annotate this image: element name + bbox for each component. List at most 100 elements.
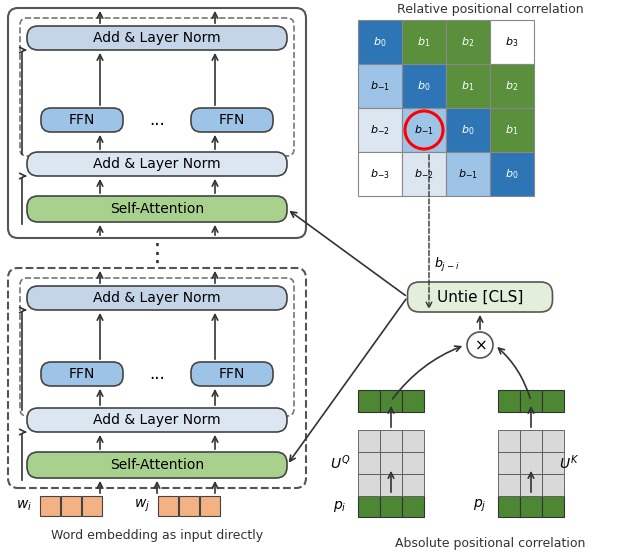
FancyBboxPatch shape bbox=[8, 268, 306, 488]
Text: $b_{-2}$: $b_{-2}$ bbox=[370, 123, 390, 137]
Bar bbox=[402, 452, 424, 474]
Bar bbox=[490, 152, 534, 196]
Text: $b_0$: $b_0$ bbox=[373, 35, 387, 49]
Text: $U^K$: $U^K$ bbox=[559, 453, 579, 472]
Bar bbox=[358, 474, 380, 496]
Bar bbox=[402, 64, 446, 108]
Text: $b_0$: $b_0$ bbox=[417, 79, 431, 93]
Text: $p_i$: $p_i$ bbox=[333, 498, 347, 514]
Text: $b_1$: $b_1$ bbox=[506, 123, 518, 137]
Bar bbox=[402, 390, 424, 412]
Bar bbox=[200, 496, 220, 516]
Text: FFN: FFN bbox=[69, 367, 95, 381]
Text: ...: ... bbox=[149, 365, 165, 383]
FancyBboxPatch shape bbox=[408, 282, 552, 312]
Text: Add & Layer Norm: Add & Layer Norm bbox=[93, 291, 221, 305]
Text: FFN: FFN bbox=[69, 113, 95, 127]
Bar bbox=[446, 152, 490, 196]
FancyBboxPatch shape bbox=[27, 408, 287, 432]
Text: $b_2$: $b_2$ bbox=[461, 35, 475, 49]
Bar bbox=[358, 20, 402, 64]
FancyBboxPatch shape bbox=[8, 8, 306, 238]
Text: $b_{-1}$: $b_{-1}$ bbox=[414, 123, 434, 137]
Bar bbox=[158, 496, 178, 516]
Bar bbox=[520, 390, 542, 412]
Text: $w_j$: $w_j$ bbox=[134, 498, 150, 514]
Text: $b_0$: $b_0$ bbox=[506, 167, 518, 181]
Bar bbox=[490, 64, 534, 108]
Bar bbox=[380, 430, 402, 452]
FancyBboxPatch shape bbox=[191, 362, 273, 386]
FancyBboxPatch shape bbox=[41, 108, 123, 132]
FancyBboxPatch shape bbox=[27, 152, 287, 176]
FancyBboxPatch shape bbox=[20, 18, 294, 156]
FancyBboxPatch shape bbox=[27, 196, 287, 222]
Bar bbox=[380, 390, 402, 412]
Text: $b_{-2}$: $b_{-2}$ bbox=[414, 167, 434, 181]
Text: $b_{j-i}$: $b_{j-i}$ bbox=[435, 256, 460, 274]
Text: $b_{-1}$: $b_{-1}$ bbox=[370, 79, 390, 93]
Bar bbox=[520, 452, 542, 474]
Bar bbox=[490, 108, 534, 152]
Text: FFN: FFN bbox=[219, 113, 245, 127]
Text: $w_i$: $w_i$ bbox=[16, 499, 32, 513]
Bar bbox=[402, 430, 424, 452]
Bar bbox=[179, 496, 199, 516]
FancyBboxPatch shape bbox=[27, 26, 287, 50]
FancyBboxPatch shape bbox=[27, 452, 287, 478]
Bar bbox=[40, 496, 60, 516]
Text: $U^Q$: $U^Q$ bbox=[330, 453, 350, 472]
Bar bbox=[520, 430, 542, 452]
Bar bbox=[498, 390, 520, 412]
Text: ...: ... bbox=[149, 111, 165, 129]
Bar bbox=[358, 430, 380, 452]
Text: Add & Layer Norm: Add & Layer Norm bbox=[93, 31, 221, 45]
Text: Self-Attention: Self-Attention bbox=[110, 458, 204, 472]
Text: $b_2$: $b_2$ bbox=[506, 79, 518, 93]
Bar bbox=[358, 108, 402, 152]
Bar bbox=[498, 430, 520, 452]
Text: $b_1$: $b_1$ bbox=[417, 35, 431, 49]
Bar bbox=[520, 495, 542, 517]
Bar bbox=[446, 20, 490, 64]
FancyBboxPatch shape bbox=[41, 362, 123, 386]
Bar bbox=[542, 495, 564, 517]
Bar bbox=[402, 474, 424, 496]
Bar bbox=[542, 390, 564, 412]
Text: $b_0$: $b_0$ bbox=[461, 123, 475, 137]
Bar bbox=[520, 474, 542, 496]
Bar bbox=[358, 452, 380, 474]
FancyBboxPatch shape bbox=[20, 278, 294, 416]
Bar bbox=[498, 474, 520, 496]
Bar bbox=[380, 474, 402, 496]
Text: $\times$: $\times$ bbox=[474, 337, 486, 352]
Bar bbox=[446, 108, 490, 152]
Bar bbox=[542, 474, 564, 496]
Bar bbox=[402, 108, 446, 152]
Bar bbox=[498, 452, 520, 474]
Circle shape bbox=[467, 332, 493, 358]
Bar bbox=[402, 152, 446, 196]
Bar bbox=[542, 452, 564, 474]
Bar bbox=[61, 496, 81, 516]
Bar bbox=[358, 390, 380, 412]
Bar bbox=[380, 452, 402, 474]
Bar bbox=[498, 495, 520, 517]
Bar bbox=[82, 496, 102, 516]
Text: Relative positional correlation: Relative positional correlation bbox=[397, 3, 583, 17]
Bar bbox=[542, 430, 564, 452]
Bar bbox=[380, 495, 402, 517]
Bar bbox=[358, 64, 402, 108]
Text: $p_j$: $p_j$ bbox=[473, 498, 487, 514]
Text: FFN: FFN bbox=[219, 367, 245, 381]
Text: Word embedding as input directly: Word embedding as input directly bbox=[51, 529, 263, 541]
Bar bbox=[490, 20, 534, 64]
Bar bbox=[358, 495, 380, 517]
Text: $b_{-3}$: $b_{-3}$ bbox=[370, 167, 390, 181]
Bar bbox=[358, 152, 402, 196]
Text: $b_{-1}$: $b_{-1}$ bbox=[458, 167, 478, 181]
Text: $b_1$: $b_1$ bbox=[461, 79, 475, 93]
Text: Untie [CLS]: Untie [CLS] bbox=[437, 290, 523, 305]
FancyBboxPatch shape bbox=[191, 108, 273, 132]
Text: Absolute positional correlation: Absolute positional correlation bbox=[395, 536, 585, 550]
